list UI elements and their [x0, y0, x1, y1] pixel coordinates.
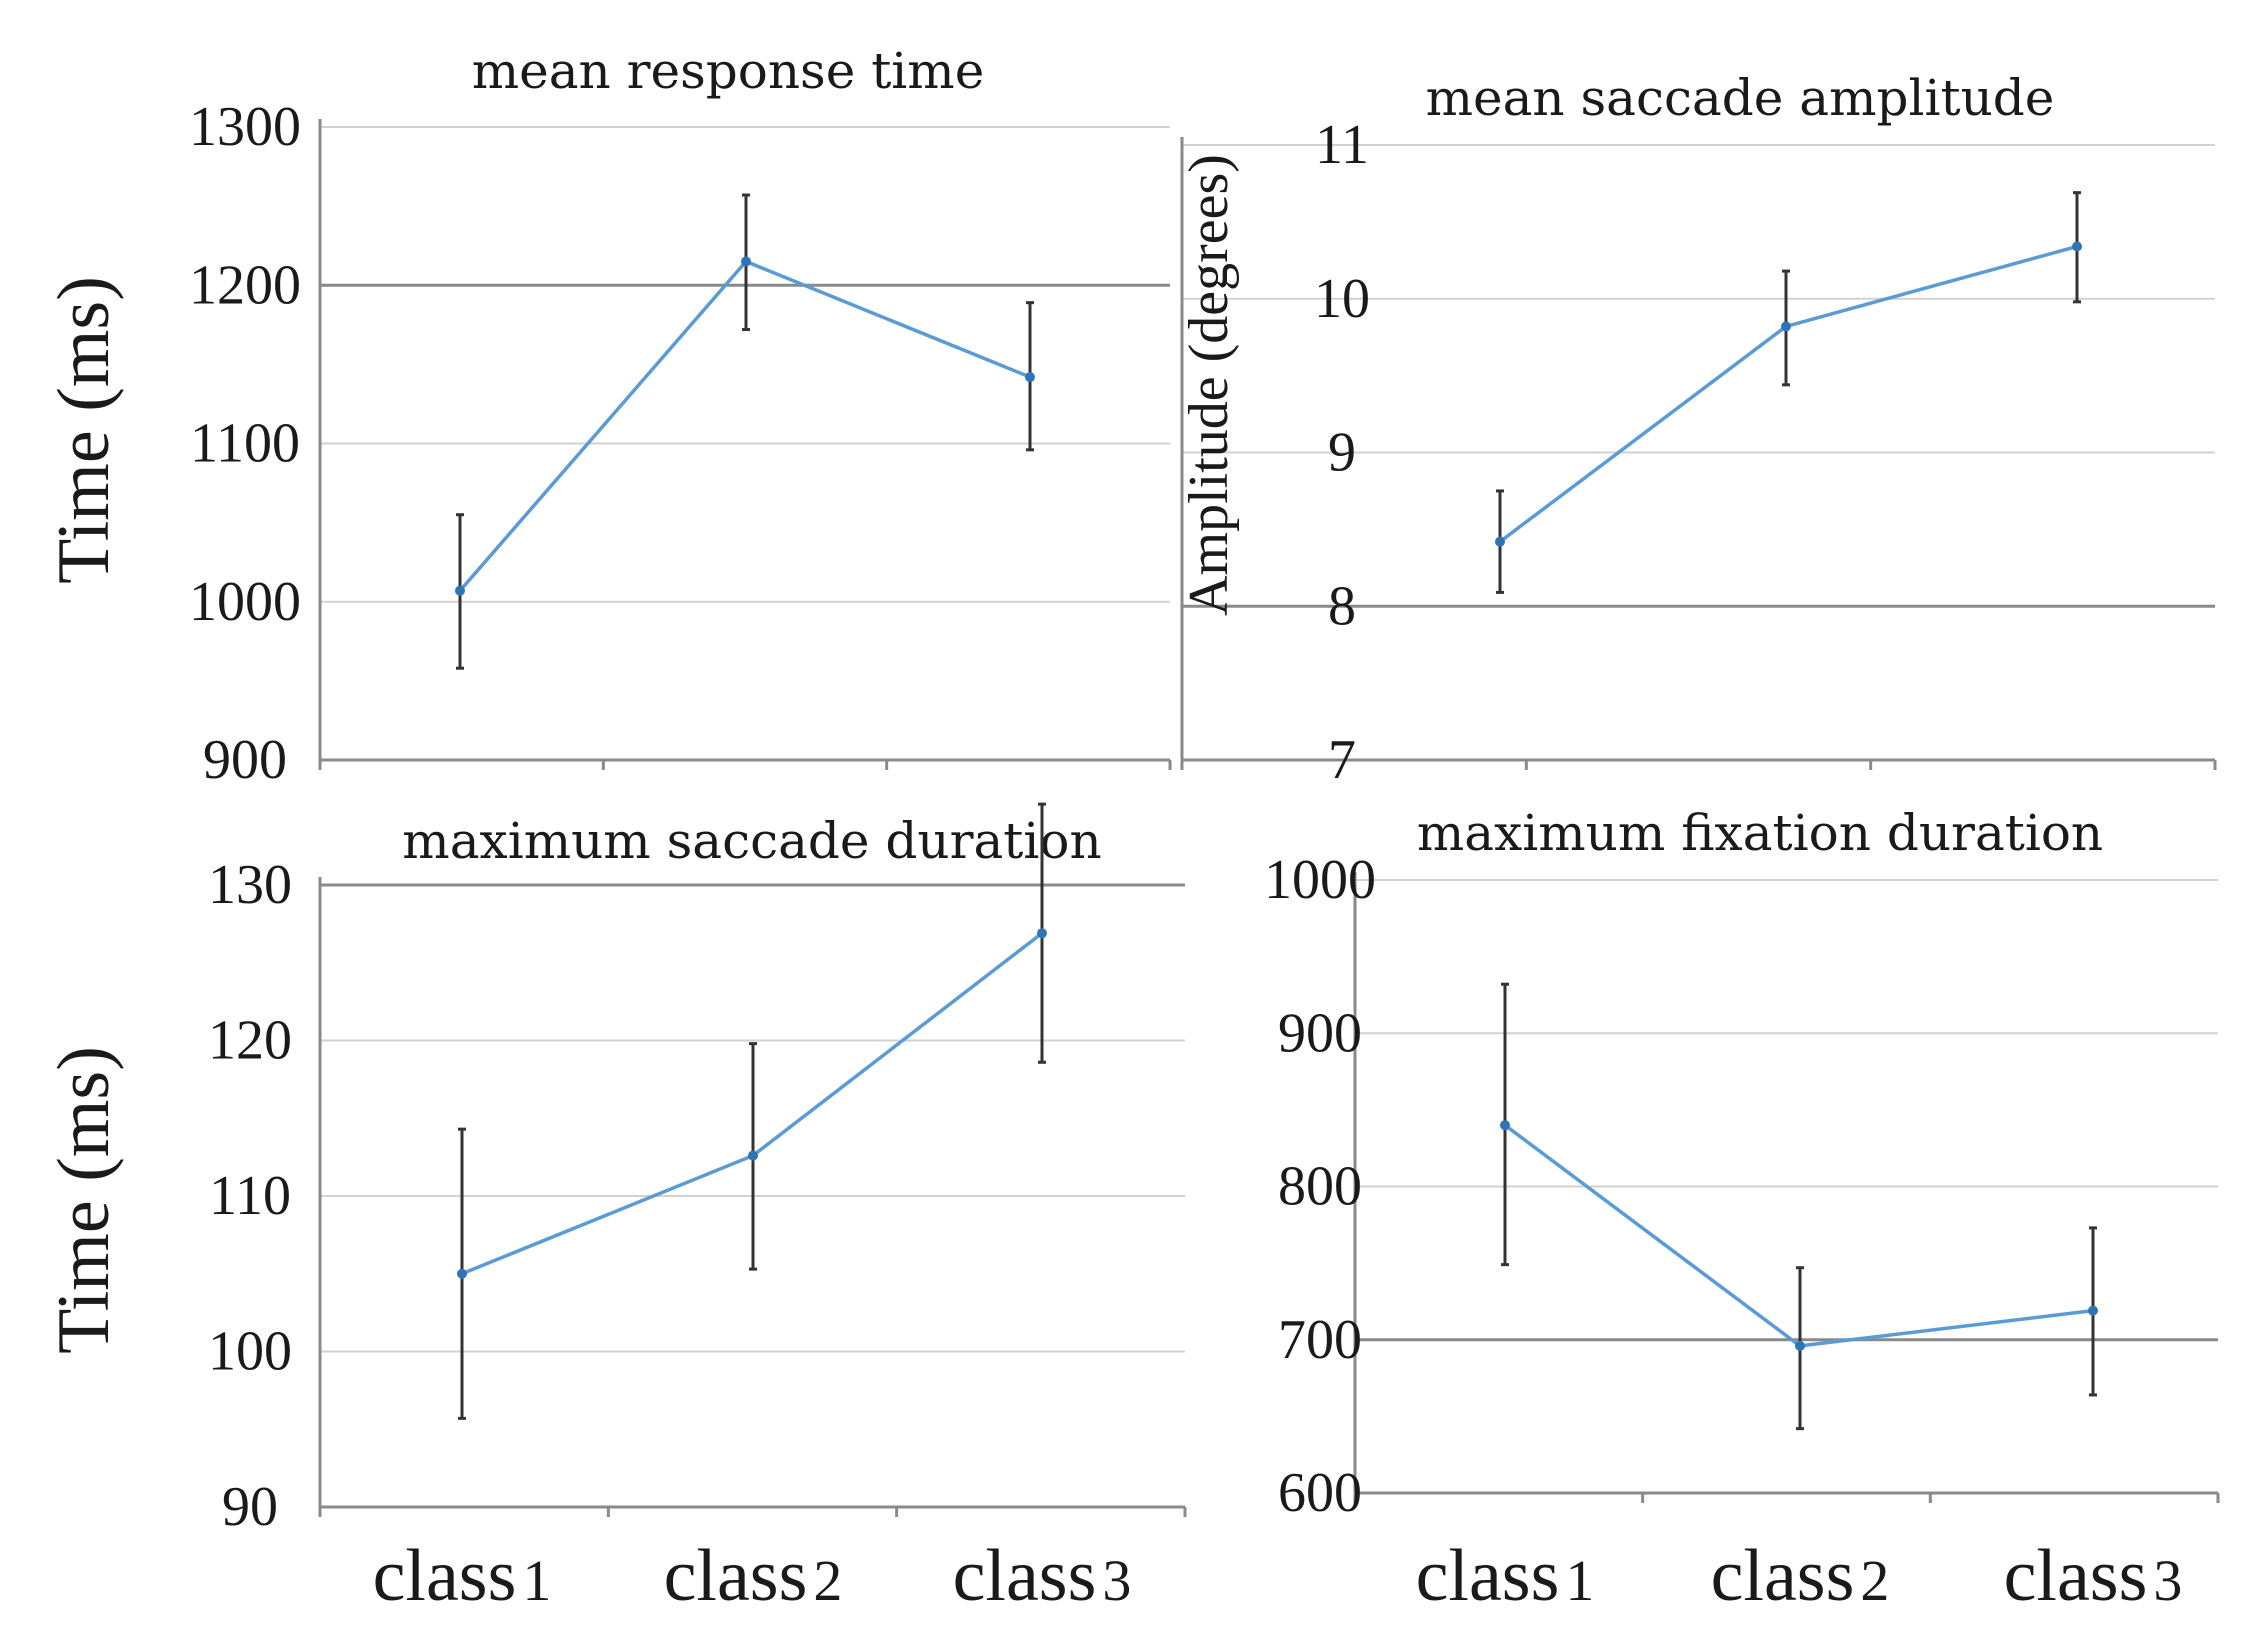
- y-tick-label: 600: [1278, 1462, 1362, 1524]
- chart-panel-1: 900 1000 1100 1200 1300 mean response time Tim…: [43, 42, 1172, 791]
- x-category-base: class: [2004, 1535, 2148, 1617]
- y-tick-label: 900: [1278, 1002, 1362, 1064]
- y-axis-label: Time (ms): [43, 1046, 125, 1354]
- chart-panel-4: 600 700 800 900 1000 maximum fixation duratio…: [1264, 804, 2220, 1617]
- y-axis-label: Time (ms): [43, 276, 125, 584]
- y-tick-label: 120: [208, 1010, 292, 1072]
- data-point: [1037, 928, 1047, 939]
- chart-title: mean response time: [472, 42, 985, 100]
- data-point: [1781, 321, 1791, 332]
- x-category-base: class: [373, 1535, 517, 1617]
- y-tick-label: 10: [1314, 268, 1370, 330]
- data-point: [457, 1268, 467, 1279]
- x-category-base: class: [1711, 1535, 1855, 1617]
- x-category-index: 2: [1860, 1548, 1889, 1613]
- y-tick-label: 1000: [189, 571, 301, 633]
- y-tick-label: 900: [203, 729, 287, 791]
- data-point: [2088, 1305, 2098, 1316]
- x-category-label: class 1: [1416, 1535, 1595, 1617]
- data-point: [1500, 1120, 1510, 1131]
- y-tick-label: 90: [222, 1476, 278, 1538]
- chart-title: mean saccade amplitude: [1426, 69, 2055, 127]
- x-category-label: class 3: [953, 1535, 1132, 1617]
- x-category-index: 3: [2153, 1548, 2182, 1613]
- y-tick-label: 9: [1328, 422, 1356, 484]
- x-category-label: class 1: [373, 1535, 552, 1617]
- y-tick-label: 1300: [189, 96, 301, 158]
- y-tick-label: 8: [1328, 575, 1356, 637]
- chart-panel-3: 90 100 110 120 130 maximum saccade duration Ti…: [43, 802, 1187, 1617]
- x-category-base: class: [1416, 1535, 1560, 1617]
- x-category-label: class 3: [2004, 1535, 2183, 1617]
- x-category-base: class: [664, 1535, 808, 1617]
- y-tick-label: 11: [1315, 114, 1369, 176]
- y-tick-label: 130: [208, 854, 292, 916]
- data-point: [1495, 536, 1505, 547]
- y-axis-label: Amplitude (degrees): [1178, 154, 1240, 616]
- x-category-label: class 2: [664, 1535, 843, 1617]
- y-tick-label: 1000: [1264, 849, 1376, 911]
- x-category-label: class 2: [1711, 1535, 1890, 1617]
- x-category-index: 2: [813, 1548, 842, 1613]
- y-tick-label: 7: [1328, 729, 1356, 791]
- y-tick-label: 1200: [189, 254, 301, 316]
- chart-title: maximum saccade duration: [402, 812, 1101, 870]
- x-category-base: class: [953, 1535, 1097, 1617]
- data-point: [1795, 1340, 1805, 1351]
- x-category-index: 3: [1102, 1548, 1131, 1613]
- series-line: [1498, 244, 2078, 544]
- data-point: [2072, 241, 2082, 252]
- y-tick-label: 1100: [190, 413, 300, 475]
- chart-panel-2: 7 8 9 10 11 mean saccade amplitude Amplitude (…: [1178, 69, 2217, 791]
- x-category-index: 1: [522, 1548, 551, 1613]
- y-tick-label: 700: [1278, 1309, 1362, 1371]
- y-tick-label: 800: [1278, 1156, 1362, 1218]
- data-point: [455, 585, 465, 596]
- chart-title: maximum fixation duration: [1417, 804, 2103, 862]
- data-point: [741, 256, 751, 267]
- y-tick-label: 110: [209, 1165, 291, 1227]
- x-category-index: 1: [1565, 1548, 1594, 1613]
- data-point: [1025, 372, 1035, 383]
- data-point: [748, 1150, 758, 1161]
- y-tick-label: 100: [208, 1321, 292, 1383]
